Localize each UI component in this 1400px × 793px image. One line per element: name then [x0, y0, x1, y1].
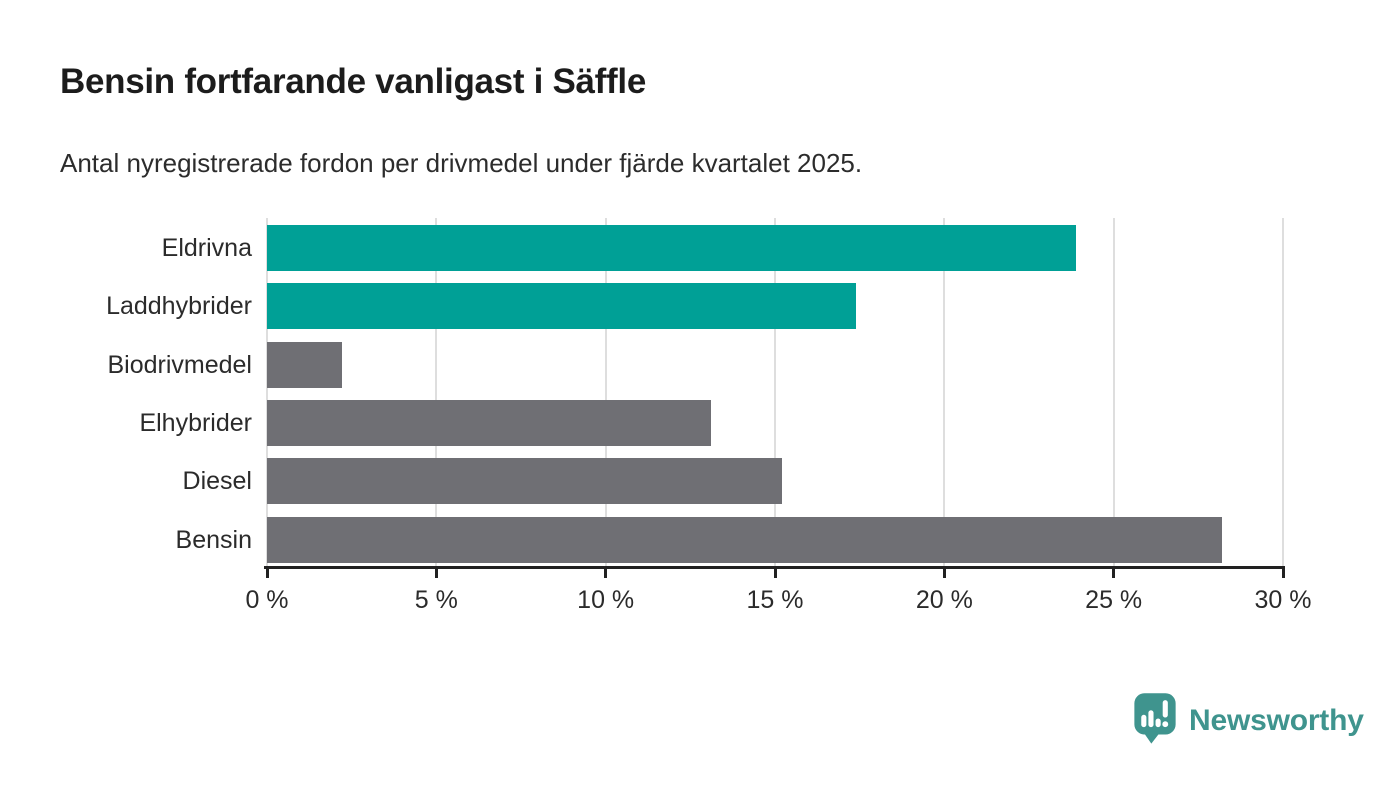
gridline	[266, 218, 268, 566]
gridline	[943, 218, 946, 566]
plot-area	[266, 218, 1284, 566]
axis-tick	[773, 566, 777, 578]
axis-tick	[1281, 566, 1285, 578]
category-label-elhybrider: Elhybrider	[139, 408, 252, 437]
gridline	[1282, 218, 1284, 566]
chart-title: Bensin fortfarande vanligast i Säffle	[60, 62, 646, 101]
axis-tick	[942, 566, 946, 578]
x-tick-label: 15 %	[746, 586, 804, 614]
category-label-laddhybrider: Laddhybrider	[106, 292, 252, 321]
category-label-eldrivna: Eldrivna	[161, 234, 252, 262]
x-tick-label: 0 %	[245, 586, 289, 614]
newsworthy-brand: Newsworthy	[1133, 690, 1364, 751]
chart-subtitle: Antal nyregistrerade fordon per drivmede…	[60, 148, 863, 178]
category-label-bensin: Bensin	[175, 525, 252, 554]
category-label-biodrivmedel: Biodrivmedel	[107, 350, 252, 379]
bar-eldrivna	[267, 225, 1077, 271]
x-tick-label: 30 %	[1254, 586, 1312, 614]
bar-elhybrider	[267, 399, 711, 446]
gridline	[604, 218, 607, 566]
gridline	[774, 218, 776, 566]
category-label-diesel: Diesel	[182, 467, 252, 496]
axis-tick	[265, 566, 269, 578]
x-tick-label: 20 %	[915, 586, 973, 614]
bar-laddhybrider	[267, 283, 857, 330]
axis-tick	[1112, 566, 1116, 578]
gridline	[1112, 218, 1115, 566]
bar-bensin	[267, 516, 1223, 563]
newsworthy-logo-icon	[1133, 690, 1177, 751]
x-tick-label: 10 %	[577, 586, 635, 614]
gridline	[435, 218, 438, 566]
bar-biodrivmedel	[267, 341, 342, 388]
brand-name: Newsworthy	[1189, 703, 1364, 737]
axis-tick	[604, 566, 608, 578]
x-tick-label: 25 %	[1085, 586, 1143, 614]
x-tick-label: 5 %	[414, 586, 458, 614]
bar-diesel	[267, 458, 782, 505]
axis-tick	[434, 566, 438, 578]
